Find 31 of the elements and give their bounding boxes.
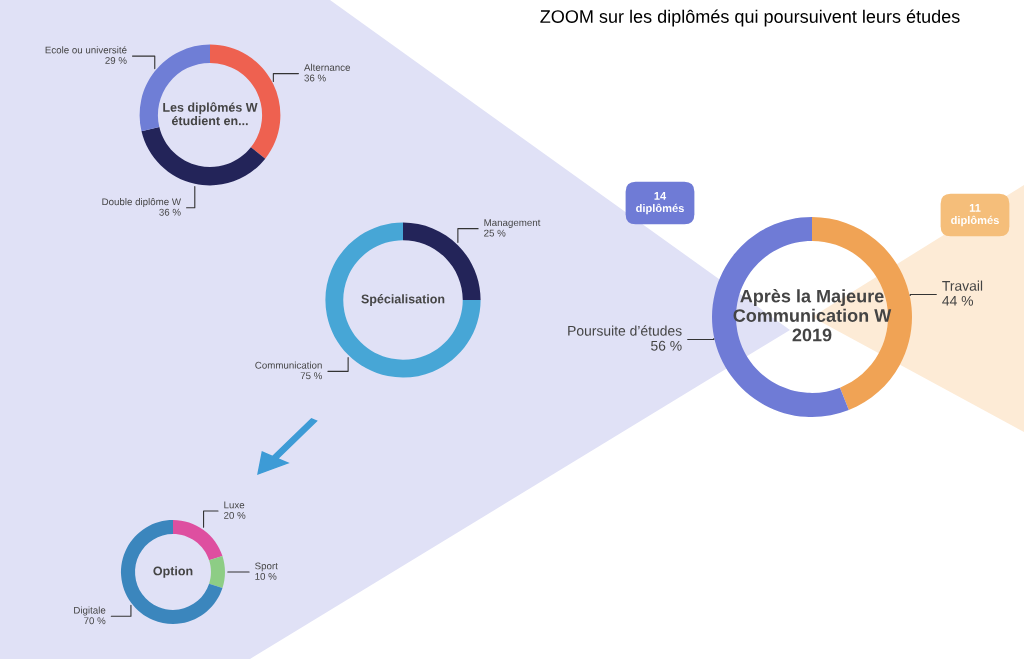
data-label: 10 % — [255, 572, 277, 580]
data-label: 29 % — [105, 57, 127, 64]
slice-label: Double diplôme W — [102, 198, 181, 208]
slice-label: Poursuite d’études — [568, 325, 682, 336]
slice-label: Alternance — [304, 63, 351, 71]
data-label: 36 % — [159, 208, 181, 216]
data-label: 75 % — [300, 372, 323, 380]
slice-label: Management — [484, 219, 541, 228]
data-label: 20 % — [224, 511, 246, 519]
text: Les diplômés W étudient en... — [163, 102, 258, 126]
slice-label: Communication — [255, 361, 322, 369]
data-label: 44 % — [942, 295, 974, 306]
slice-label: Sport — [255, 562, 278, 572]
slice-label: Digitale — [74, 606, 106, 616]
donut-slice — [325, 222, 481, 378]
slice-label: Travail — [942, 280, 983, 291]
donut-slice — [173, 520, 223, 561]
donut-slice — [141, 127, 266, 186]
text: 14 diplômés — [636, 192, 684, 215]
data-label: 56 % — [651, 340, 682, 351]
donut-slice — [209, 555, 225, 589]
slice-label: Ecole ou université — [45, 46, 127, 54]
slice-label: Luxe — [224, 501, 245, 509]
donut-slice — [121, 520, 223, 624]
text: Option — [153, 566, 193, 578]
data-label: 25 % — [484, 229, 506, 237]
data-label: 36 % — [304, 74, 326, 82]
data-label: 70 % — [84, 617, 106, 625]
text: 11 diplômés — [951, 204, 999, 227]
text: ZOOM sur les diplômés qui poursuivent leurs études — [540, 9, 960, 27]
text: Spécialisation — [361, 294, 445, 306]
